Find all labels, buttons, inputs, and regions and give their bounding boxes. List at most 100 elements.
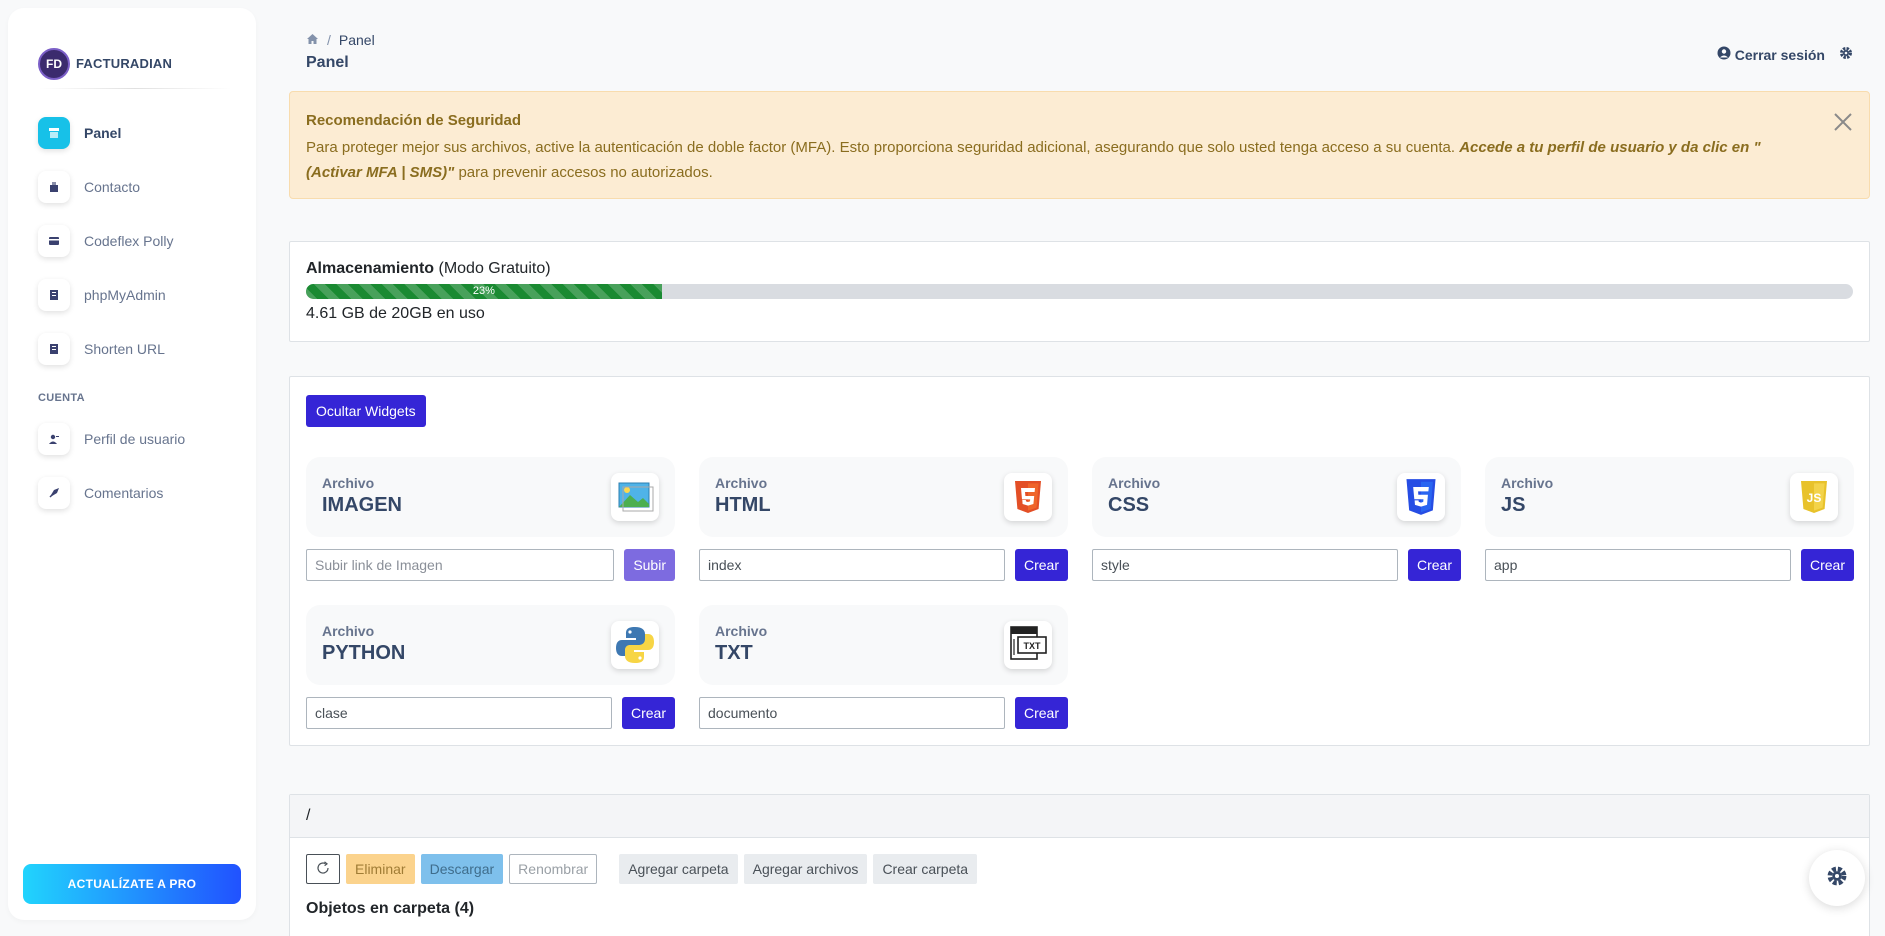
svg-text:JS: JS [1807,491,1822,505]
javascript-icon: JS [1790,473,1838,521]
rename-button[interactable]: Renombrar [509,854,598,884]
widget-form: Crear [1485,549,1854,581]
sidebar-item-shorten-url[interactable]: Shorten URL [8,322,256,376]
storage-label: Almacenamiento [306,260,435,277]
hide-widgets-button[interactable]: Ocultar Widgets [306,395,426,427]
widget-card: Archivo IMAGEN [306,457,675,537]
add-folder-button[interactable]: Agregar carpeta [619,854,738,884]
widget-form: Crear [1092,549,1461,581]
close-icon[interactable] [1831,110,1855,134]
widget-card: Archivo PYTHON [306,605,675,685]
python-icon [611,621,659,669]
storage-progress-fill: 23% [306,284,662,299]
html-filename-input[interactable] [699,549,1005,581]
widget-txt: Archivo TXT TXT Crear [699,605,1068,729]
download-button[interactable]: Descargar [420,854,504,884]
js-filename-input[interactable] [1485,549,1791,581]
sidebar-item-label: phpMyAdmin [84,287,166,303]
txt-filename-input[interactable] [699,697,1005,729]
sidebar-item-label: Panel [84,125,122,141]
create-folder-button[interactable]: Crear carpeta [873,854,978,884]
upload-image-button[interactable]: Subir [624,549,675,581]
widget-imagen: Archivo IMAGEN Subir [306,457,675,581]
document-icon [38,279,70,311]
storage-usage: 4.61 GB de 20GB en uso [306,305,485,322]
breadcrumb-current: Panel [338,32,375,48]
sidebar-item-comentarios[interactable]: Comentarios [8,466,256,520]
create-js-button[interactable]: Crear [1800,549,1854,581]
create-txt-button[interactable]: Crear [1014,697,1068,729]
widget-type: HTML [715,494,771,516]
sidebar-item-contacto[interactable]: Contacto [8,160,256,214]
image-file-icon [611,473,659,521]
breadcrumb: / Panel [306,32,1853,48]
gear-icon [1826,865,1848,892]
widget-type: PYTHON [322,642,406,664]
alert-body: Para proteger mejor sus archivos, active… [306,139,1460,156]
python-filename-input[interactable] [306,697,612,729]
document-icon [38,333,70,365]
widget-form: Crear [306,697,675,729]
gear-icon[interactable] [1839,46,1853,63]
widget-small-label: Archivo [322,475,375,491]
sidebar-item-perfil[interactable]: Perfil de usuario [8,412,256,466]
create-python-button[interactable]: Crear [621,697,675,729]
sidebar-item-label: Perfil de usuario [84,431,186,447]
storage-mode: (Modo Gratuito) [438,260,551,277]
widget-type: JS [1501,494,1526,516]
widget-type: TXT [715,642,753,664]
sidebar-item-label: Contacto [84,179,141,195]
widget-small-label: Archivo [1108,475,1161,491]
alert-body-end: para prevenir accesos no autorizados. [454,164,713,181]
brand-name: FACTURADIAN [76,56,173,71]
widget-card: Archivo TXT TXT [699,605,1068,685]
widget-form: Crear [699,697,1068,729]
widget-small-label: Archivo [715,623,768,639]
logout-link[interactable]: Cerrar sesión [1717,46,1825,63]
image-link-input[interactable] [306,549,615,581]
txt-file-icon: TXT [1004,621,1052,669]
page-title: Panel [306,54,349,71]
sidebar-item-phpmyadmin[interactable]: phpMyAdmin [8,268,256,322]
file-toolbar: Eliminar Descargar Renombrar Agregar car… [290,838,1869,900]
divider [38,88,232,89]
widget-python: Archivo PYTHON Crear [306,605,675,729]
shop-icon [38,117,70,149]
widget-js: Archivo JS JS Crear [1485,457,1854,581]
widget-css: Archivo CSS Crear [1092,457,1461,581]
widget-small-label: Archivo [715,475,768,491]
widget-html: Archivo HTML Crear [699,457,1068,581]
sidebar-item-label: Comentarios [84,485,164,501]
storage-card: Almacenamiento (Modo Gratuito) 23% 4.61 … [289,241,1870,342]
widget-form: Crear [699,549,1068,581]
storage-title: Almacenamiento (Modo Gratuito) [306,260,1853,278]
add-files-button[interactable]: Agregar archivos [743,854,868,884]
alert-emphasis: Accede a tu perfil de usuario y da clic … [306,139,1761,181]
office-icon [38,171,70,203]
home-icon[interactable] [306,32,319,48]
create-css-button[interactable]: Crear [1407,549,1461,581]
refresh-button[interactable] [306,854,340,884]
delete-button[interactable]: Eliminar [346,854,415,884]
widget-card: Archivo JS JS [1485,457,1854,537]
sidebar-item-label: Codeflex Polly [84,233,174,249]
css-filename-input[interactable] [1092,549,1398,581]
sidebar-section-title: CUENTA [38,392,85,404]
upgrade-pro-button[interactable]: ACTUALÍZATE A PRO [23,864,241,904]
refresh-icon [316,860,330,878]
create-html-button[interactable]: Crear [1014,549,1068,581]
settings-fab[interactable] [1809,850,1865,906]
svg-text:TXT: TXT [1024,641,1042,651]
widget-card: Archivo CSS [1092,457,1461,537]
brand[interactable]: FD FACTURADIAN [8,8,256,96]
widget-small-label: Archivo [1501,475,1554,491]
header-actions: Cerrar sesión [1717,46,1853,63]
sidebar-item-panel[interactable]: Panel [8,106,256,160]
breadcrumb-separator: / [327,32,331,48]
widget-type: IMAGEN [322,494,402,516]
sidebar-item-codeflex-polly[interactable]: Codeflex Polly [8,214,256,268]
widget-card: Archivo HTML [699,457,1068,537]
user-circle-icon [1717,46,1731,63]
widget-type: CSS [1108,494,1150,516]
html5-icon [1004,473,1052,521]
